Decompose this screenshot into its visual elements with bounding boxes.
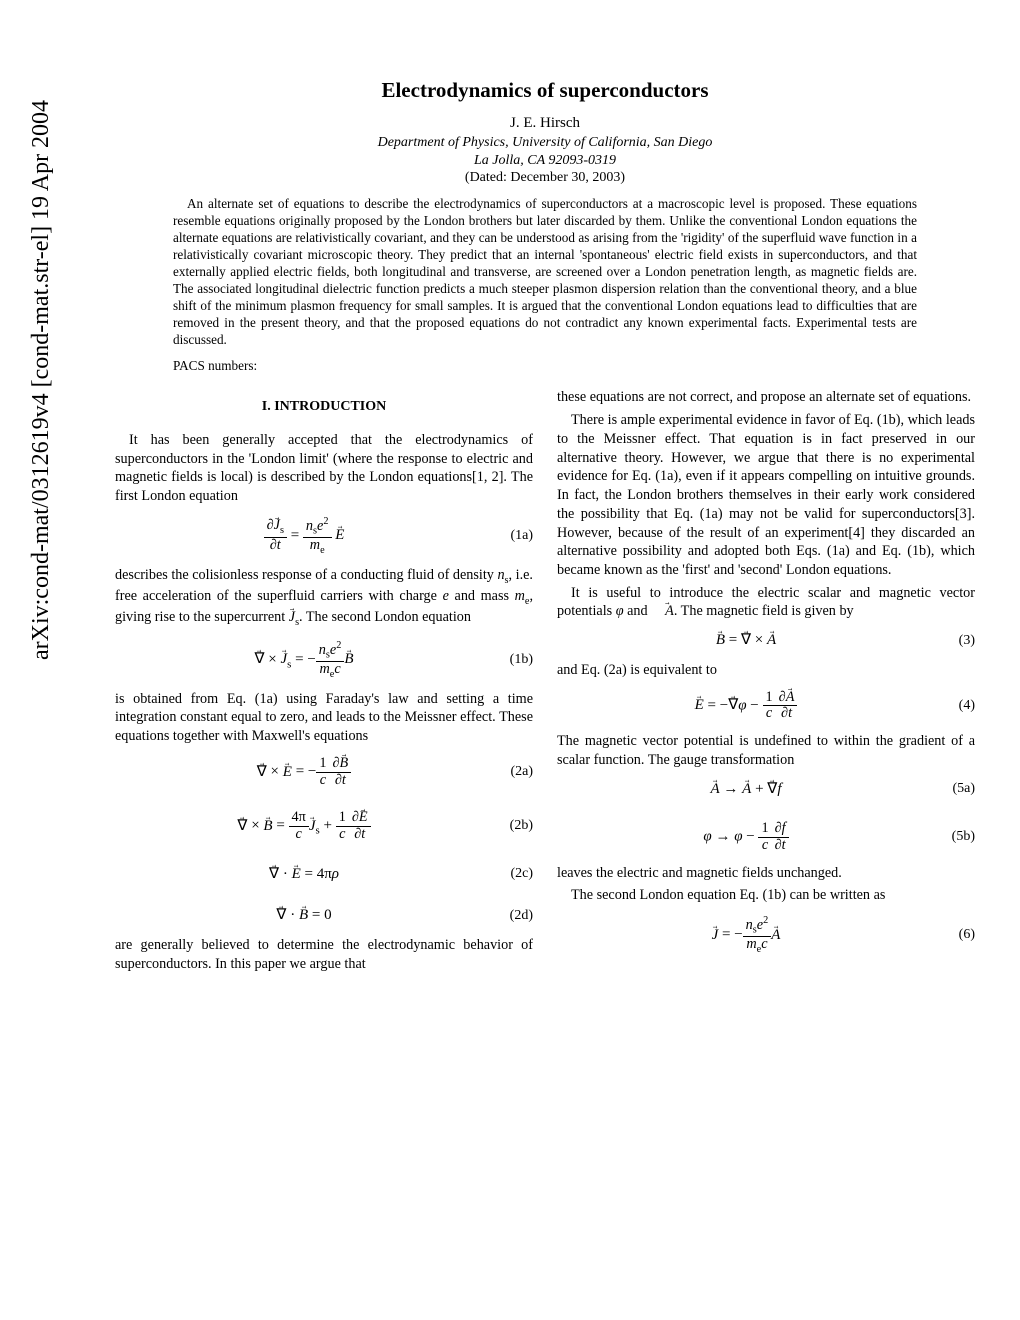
author: J. E. Hirsch <box>115 115 975 132</box>
paragraph: The magnetic vector potential is undefin… <box>557 732 975 769</box>
eqnum: (3) <box>935 632 975 650</box>
paragraph: are generally believed to determine the … <box>115 936 533 973</box>
text: describes the colisionless response of a… <box>115 567 497 583</box>
equation-2b: ∇ × B = 4πcJs + 1c∂E∂t (2b) <box>115 810 533 842</box>
equation-6: J = −nse2mecA (6) <box>557 915 975 955</box>
paragraph: There is ample experimental evidence in … <box>557 411 975 580</box>
text: and <box>624 603 652 619</box>
paragraph: The second London equation Eq. (1b) can … <box>557 886 975 905</box>
eqnum: (2b) <box>493 817 533 835</box>
equation-5a: A → A + ∇f (5a) <box>557 780 975 800</box>
affiliation-line2: La Jolla, CA 92093-0319 <box>115 152 975 170</box>
right-column: these equations are not correct, and pro… <box>557 388 975 977</box>
abstract: An alternate set of equations to describ… <box>173 196 917 348</box>
equation-1a: ∂Js∂t = nse2me E (1a) <box>115 516 533 556</box>
equation-1b: ∇ × Js = −nse2mecB (1b) <box>115 640 533 680</box>
arxiv-identifier: arXiv:cond-mat/0312619v4 [cond-mat.str-e… <box>28 100 55 660</box>
equation-2d: ∇ · B = 0 (2d) <box>115 906 533 926</box>
eqnum: (4) <box>935 697 975 715</box>
affiliation-line1: Department of Physics, University of Cal… <box>115 134 975 152</box>
equation-2a: ∇ × E = −1c∂B∂t (2a) <box>115 756 533 788</box>
paragraph: these equations are not correct, and pro… <box>557 388 975 407</box>
equation-3: B = ∇ × A (3) <box>557 631 975 651</box>
eqnum: (5b) <box>935 828 975 846</box>
paragraph: is obtained from Eq. (1a) using Faraday'… <box>115 690 533 746</box>
equation-2c: ∇ · E = 4πρ (2c) <box>115 865 533 885</box>
eqnum: (2a) <box>493 763 533 781</box>
equation-5b: φ → φ − 1c∂f∂t (5b) <box>557 821 975 853</box>
text: . The second London equation <box>299 609 471 625</box>
section-heading: I. INTRODUCTION <box>115 398 533 416</box>
paper-page: Electrodynamics of superconductors J. E.… <box>115 78 975 978</box>
eqnum: (2d) <box>493 907 533 925</box>
paper-title: Electrodynamics of superconductors <box>115 78 975 103</box>
two-column-body: I. INTRODUCTION It has been generally ac… <box>115 388 975 977</box>
dated-line: (Dated: December 30, 2003) <box>115 170 975 186</box>
paragraph: It has been generally accepted that the … <box>115 431 533 506</box>
eqnum: (1b) <box>493 651 533 669</box>
eqnum: (5a) <box>935 780 975 798</box>
eqnum: (1a) <box>493 527 533 545</box>
eqnum: (6) <box>935 926 975 944</box>
paragraph: and Eq. (2a) is equivalent to <box>557 661 975 680</box>
equation-4: E = −∇φ − 1c∂A∂t (4) <box>557 690 975 722</box>
eqnum: (2c) <box>493 865 533 883</box>
paragraph: describes the colisionless response of a… <box>115 566 533 630</box>
pacs-line: PACS numbers: <box>173 358 917 374</box>
paragraph: It is useful to introduce the electric s… <box>557 584 975 621</box>
paragraph: leaves the electric and magnetic fields … <box>557 864 975 883</box>
text: and mass <box>449 588 515 604</box>
text: . The magnetic field is given by <box>674 603 854 619</box>
left-column: I. INTRODUCTION It has been generally ac… <box>115 388 533 977</box>
